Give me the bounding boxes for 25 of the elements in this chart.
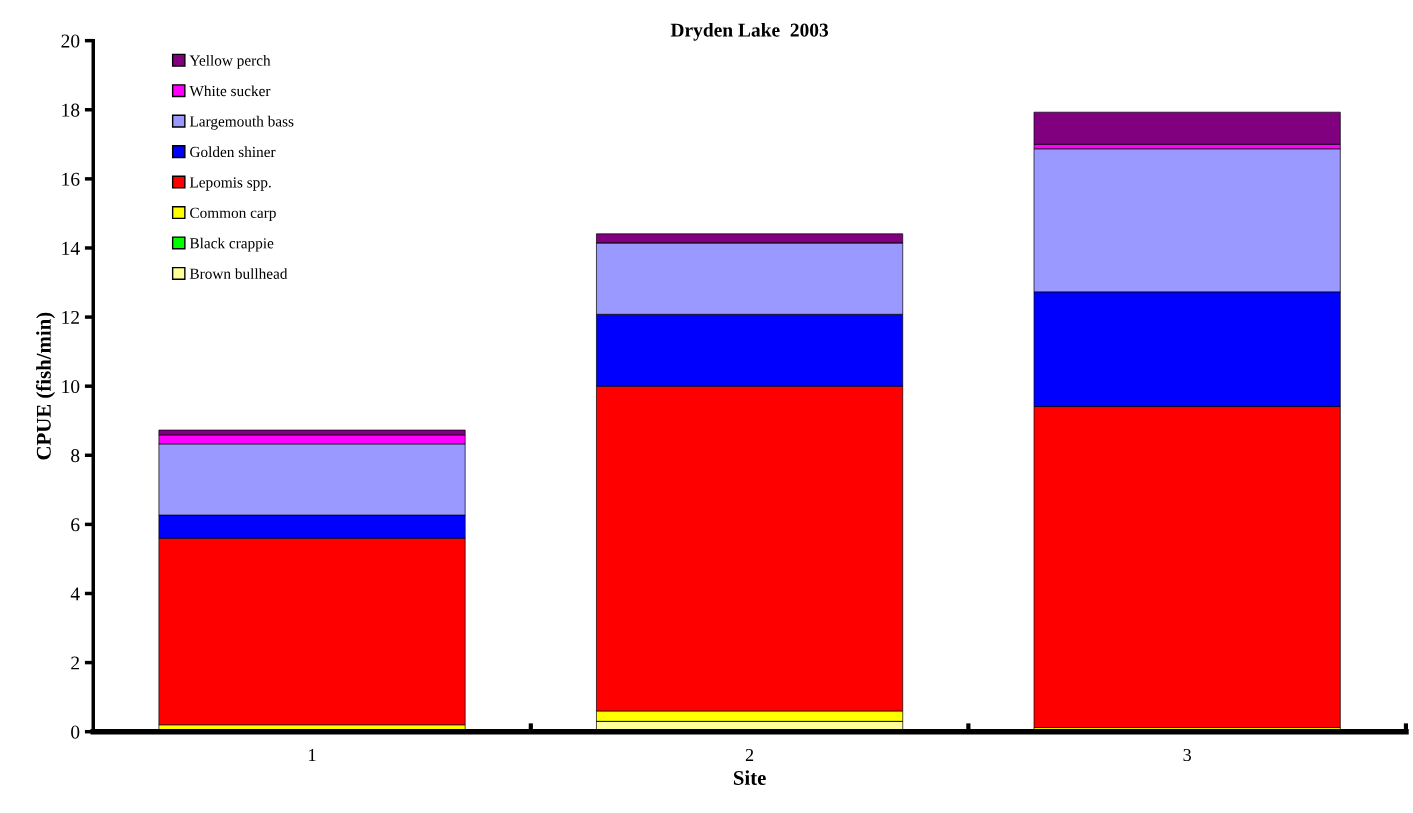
x-tick-label: 2 [745,748,754,761]
y-tick-label: 8 [71,449,80,463]
legend-label: White sucker [189,85,271,97]
y-tick-label: 0 [71,725,80,739]
y-tick-label: 20 [61,34,80,48]
y-tick-label: 12 [62,310,79,324]
x-tick-label: 1 [309,748,316,761]
x-axis-title: Site [733,770,766,785]
legend-label: Common carp [190,207,276,222]
legend-label: Largemouth bass [189,115,294,130]
y-tick-label: 6 [71,518,80,532]
legend-label: Lepomis spp. [189,177,271,191]
y-axis-title: CPUE (fish/min) [35,312,56,460]
y-tick-label: 10 [62,379,80,394]
y-tick-label: 14 [62,241,80,255]
chart-title: Dryden Lake 2003 [670,22,829,41]
legend-label: Black crappie [189,237,274,252]
y-tick-label: 16 [62,172,80,186]
legend-label: Golden shiner [190,146,276,158]
y-tick-label: 2 [71,656,79,670]
y-tick-label: 18 [62,103,80,117]
y-tick-label: 4 [70,587,80,601]
x-tick-label: 3 [1183,748,1191,762]
legend-label: Brown bullhead [189,268,288,279]
legend-label: Yellow perch [189,54,271,69]
